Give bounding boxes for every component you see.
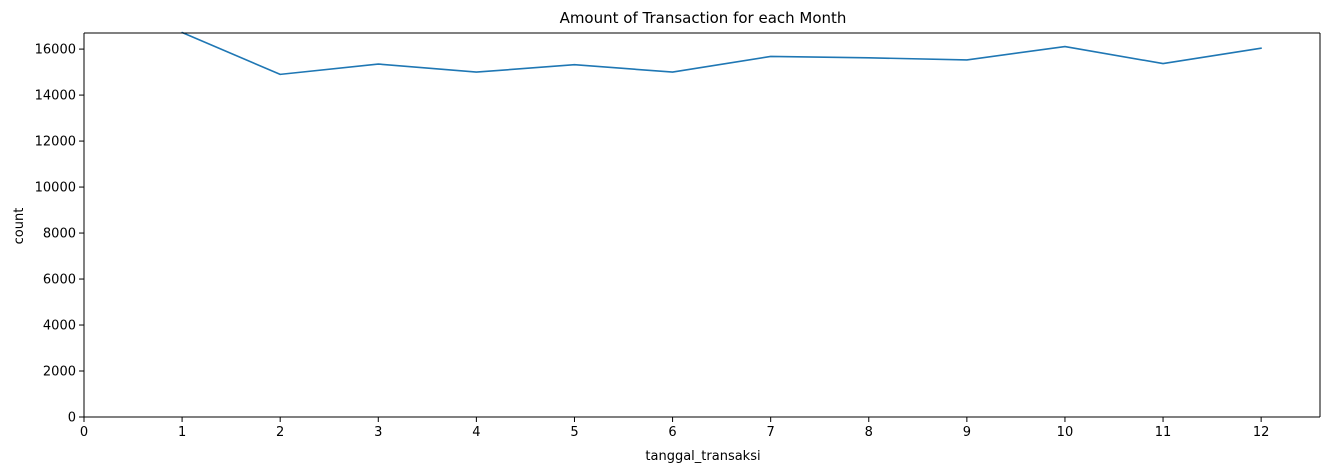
x-tick-label-7: 7	[767, 425, 775, 440]
series-line-0	[181, 31, 1262, 76]
x-tick-label-4: 4	[472, 425, 480, 440]
y-tick-label-8000: 8000	[43, 227, 76, 242]
x-tick-label-5: 5	[570, 425, 578, 440]
x-axis-label: tanggal_transaksi	[645, 449, 760, 464]
x-tick-label-2: 2	[276, 425, 284, 440]
y-tick-label-14000: 14000	[35, 89, 76, 104]
x-tick-label-10: 10	[1057, 425, 1074, 440]
x-tick-label-8: 8	[865, 425, 873, 440]
y-tick-label-2000: 2000	[43, 365, 76, 380]
y-tick-label-4000: 4000	[43, 319, 76, 334]
x-tick-label-3: 3	[374, 425, 382, 440]
x-tick-label-12: 12	[1253, 425, 1270, 440]
x-tick-label-1: 1	[178, 425, 186, 440]
x-tick-label-9: 9	[963, 425, 971, 440]
x-tick-label-6: 6	[668, 425, 676, 440]
y-tick-label-12000: 12000	[35, 135, 76, 150]
x-tick-label-11: 11	[1155, 425, 1172, 440]
y-tick-label-10000: 10000	[35, 181, 76, 196]
y-tick-label-16000: 16000	[35, 43, 76, 58]
y-tick-label-0: 0	[68, 411, 76, 426]
y-axis-label: count	[12, 208, 27, 245]
chart-title: Amount of Transaction for each Month	[560, 9, 847, 27]
plot-area	[181, 31, 1262, 76]
axes: 0 1 2 3 4 5 6 7 8 9 10 11 12020004000600080001000012…	[35, 32, 1321, 440]
y-tick-label-6000: 6000	[43, 273, 76, 288]
x-tick-label-0: 0	[80, 425, 88, 440]
